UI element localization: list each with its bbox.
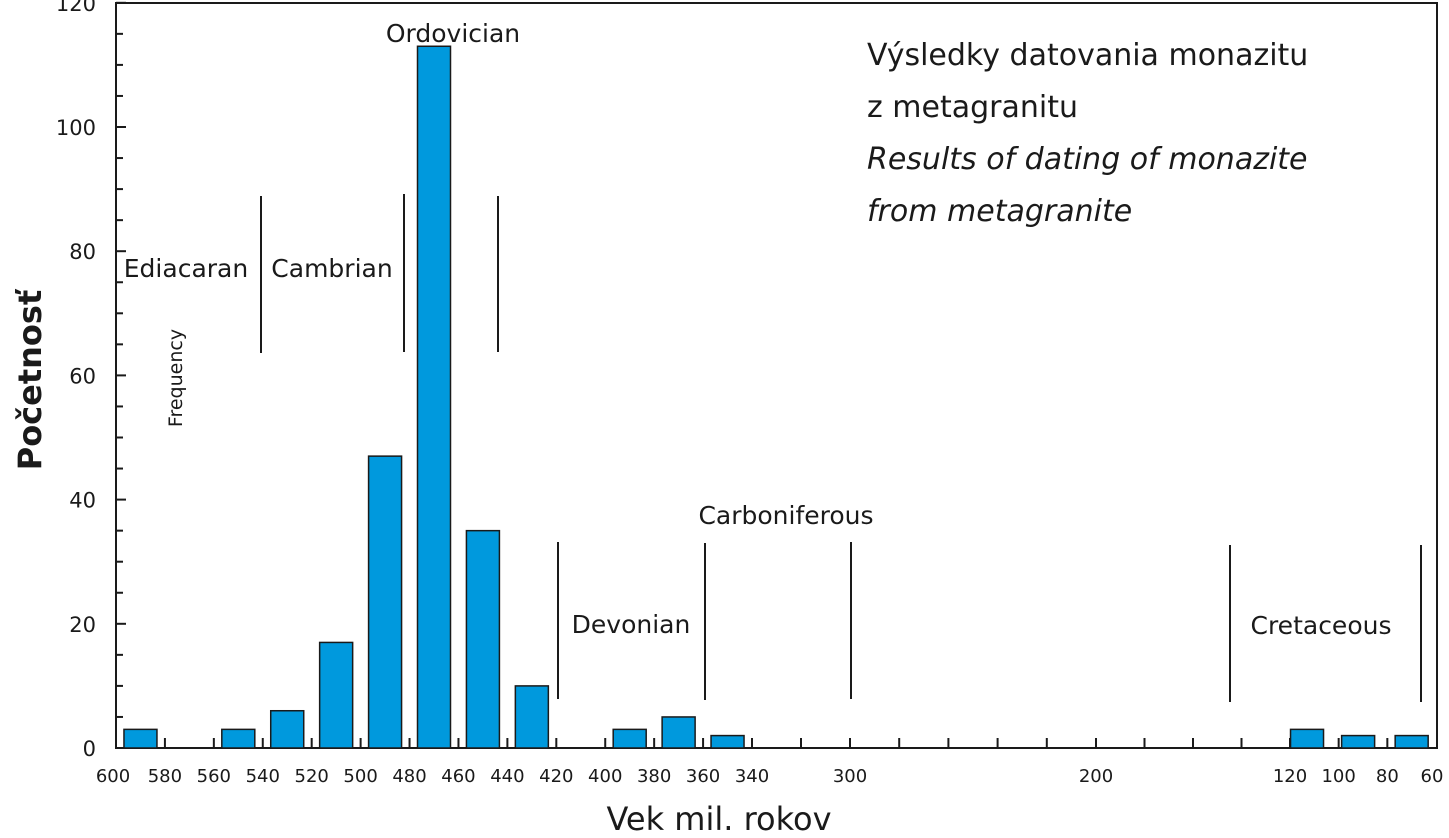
period-label: Ordovician — [386, 19, 520, 48]
title-line-2: z metagranitu — [867, 90, 1078, 125]
histogram-bar — [1394, 734, 1429, 749]
x-tick-label: 600 — [96, 766, 130, 787]
x-tick-label: 60 — [1421, 766, 1444, 787]
y-tick-label: 60 — [69, 364, 96, 388]
histogram-bar — [612, 728, 647, 749]
histogram-bar — [269, 709, 305, 749]
x-tick-label: 500 — [343, 766, 377, 787]
y-tick-label: 100 — [56, 116, 96, 140]
x-tick-label: 100 — [1321, 766, 1355, 787]
x-tick-label: 420 — [539, 766, 573, 787]
x-tick-label: 460 — [441, 766, 475, 787]
x-tick-label: 120 — [1273, 766, 1307, 787]
histogram-bar — [123, 728, 158, 749]
y-axis-label-secondary: Frequency — [165, 328, 187, 428]
x-tick-label: 540 — [246, 766, 280, 787]
histogram-bar — [318, 641, 354, 749]
histogram-bar — [710, 734, 745, 749]
period-label: Carboniferous — [698, 501, 873, 530]
axes — [115, 1, 1438, 749]
y-tick-label: 0 — [83, 737, 96, 761]
x-tick-label: 200 — [1079, 766, 1113, 787]
x-tick-label: 520 — [295, 766, 329, 787]
x-tick-label: 340 — [735, 766, 769, 787]
x-tick-label: 580 — [148, 766, 182, 787]
title-line-3: Results of dating of monazite — [867, 142, 1308, 177]
x-tick-label: 380 — [637, 766, 671, 787]
period-label: Devonian — [572, 610, 691, 639]
histogram-bar — [221, 728, 256, 749]
x-tick-label: 560 — [197, 766, 231, 787]
x-tick-label: 400 — [588, 766, 622, 787]
x-tick-label: 440 — [490, 766, 524, 787]
histogram-bar — [416, 45, 452, 749]
chart-title: Výsledky datovania monazitu z metagranit… — [867, 30, 1308, 238]
y-tick-label: 80 — [69, 240, 96, 264]
histogram-bar — [1289, 728, 1325, 749]
tick-labels: 0 20 40 60 80 100 120 600 580 560 540 520 500 480 460 4… — [56, 0, 1444, 787]
title-line-1: Výsledky datovania monazitu — [867, 38, 1309, 73]
histogram-bar — [514, 685, 550, 749]
x-tick-label: 360 — [686, 766, 720, 787]
x-tick-label: 80 — [1376, 766, 1399, 787]
x-tick-label: 480 — [392, 766, 426, 787]
y-axis-label: Početnosť — [11, 289, 49, 471]
y-tick-label: 20 — [69, 613, 96, 637]
x-axis-label: Vek mil. rokov — [606, 800, 832, 838]
histogram-bar — [661, 716, 696, 749]
period-label: Cambrian — [271, 254, 392, 283]
y-tick-label: 120 — [56, 0, 96, 16]
y-tick-label: 40 — [69, 489, 96, 513]
period-label: Cretaceous — [1251, 611, 1392, 640]
title-line-4: from metagranite — [867, 194, 1133, 229]
histogram-bar — [1340, 734, 1376, 749]
period-dividers — [260, 194, 1422, 702]
histogram-bar — [367, 455, 403, 749]
x-tick-label: 300 — [833, 766, 867, 787]
bars — [123, 45, 1429, 749]
histogram-bar — [465, 529, 501, 749]
period-label: Ediacaran — [124, 254, 248, 283]
